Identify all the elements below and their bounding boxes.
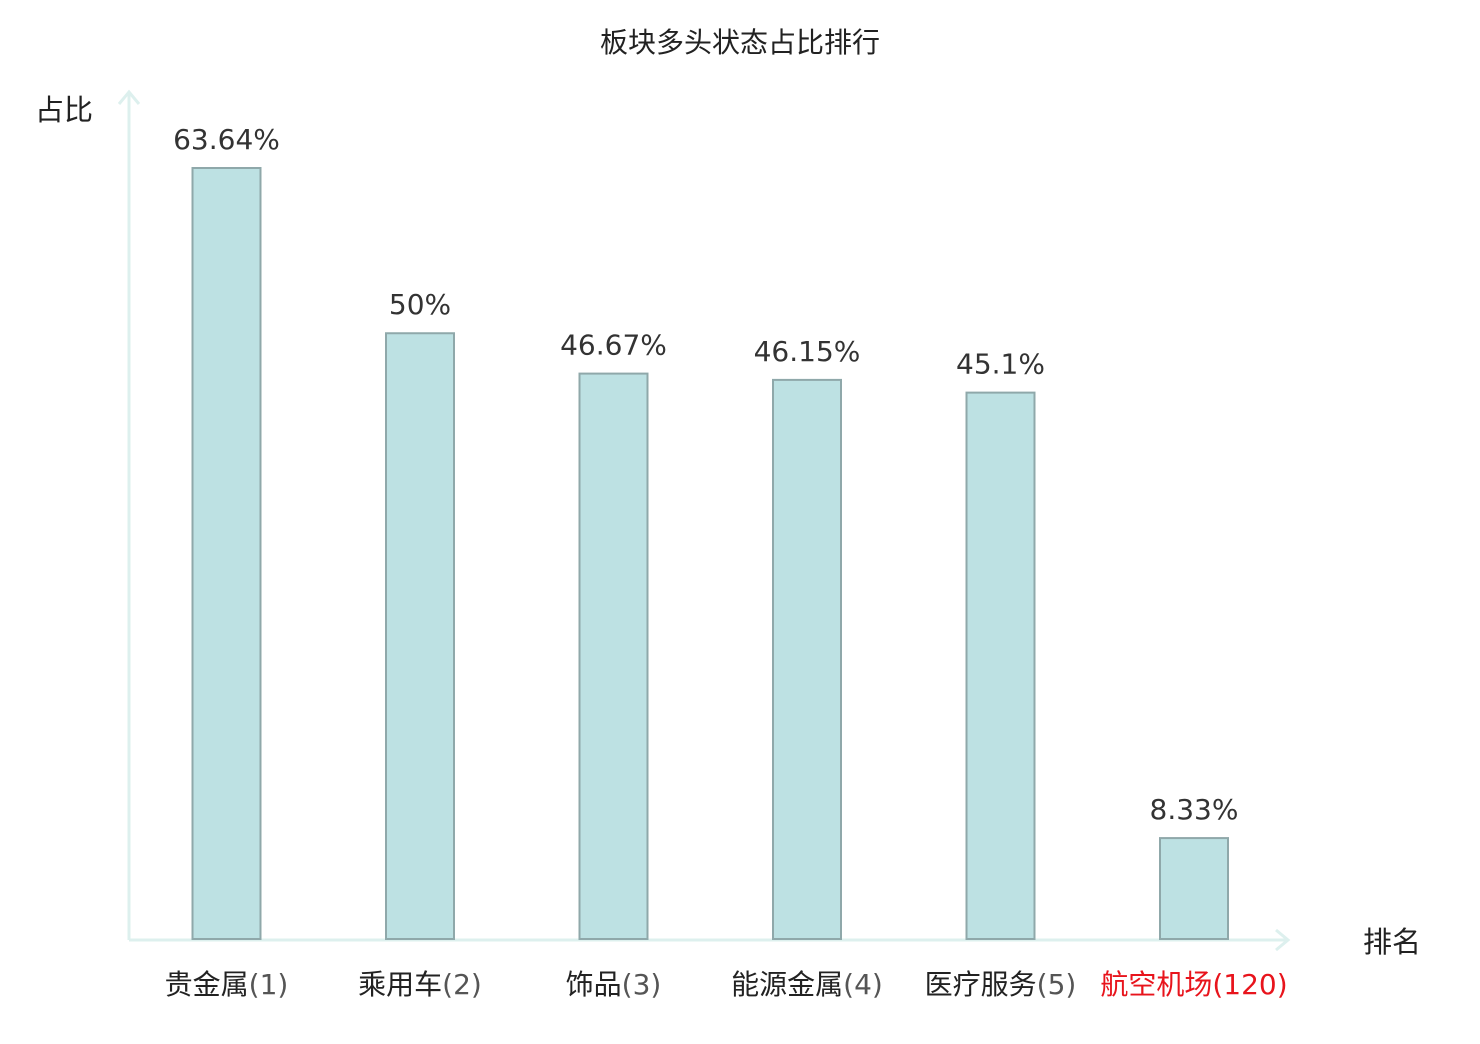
category-rank: (120)	[1212, 968, 1287, 1001]
bar-2	[385, 332, 455, 940]
category-rank: (3)	[622, 968, 662, 1001]
axes	[117, 89, 1291, 952]
category-label-4: 能源金属(4)	[731, 968, 883, 1001]
bar-1	[191, 167, 262, 940]
x-axis-arrow	[1275, 928, 1291, 952]
bar-value-label-1: 63.64%	[173, 123, 280, 156]
bar-value-label-6: 8.33%	[1150, 793, 1239, 826]
bars	[191, 167, 1229, 941]
bar-4	[772, 378, 842, 940]
category-label-3: 饰品(3)	[566, 968, 662, 1001]
category-name: 贵金属	[165, 968, 249, 1001]
category-rank: (2)	[442, 968, 482, 1001]
bar-6	[1159, 837, 1229, 940]
category-labels: 贵金属(1) 乘用车(2) 饰品(3) 能源金属(4) 医疗服务(5) 航空机场(120)	[165, 968, 1288, 1001]
bar-3	[578, 372, 649, 940]
category-rank: (4)	[843, 968, 883, 1001]
y-axis-label: 占比	[35, 93, 93, 127]
category-name: 乘用车	[358, 968, 442, 1001]
bar-value-label-4: 46.15%	[754, 335, 861, 368]
category-name: 能源金属	[731, 968, 843, 1001]
category-name: 医疗服务	[925, 968, 1037, 1001]
bar-5	[965, 391, 1036, 941]
category-label-1: 贵金属(1)	[165, 968, 289, 1001]
category-rank: (1)	[249, 968, 289, 1001]
category-label-6: 航空机场(120)	[1100, 968, 1287, 1001]
chart-title: 板块多头状态占比排行	[600, 26, 880, 59]
category-name: 饰品	[566, 968, 622, 1001]
category-rank: (5)	[1037, 968, 1077, 1001]
bar-value-label-3: 46.67%	[560, 329, 667, 362]
category-label-2: 乘用车(2)	[358, 968, 482, 1001]
category-name: 航空机场	[1100, 968, 1212, 1001]
y-axis-arrow	[117, 89, 141, 105]
bar-value-label-5: 45.1%	[956, 348, 1045, 381]
x-axis-label: 排名	[1363, 925, 1421, 959]
bar-value-label-2: 50%	[389, 288, 451, 321]
value-labels: 63.64% 50% 46.67% 46.15% 45.1% 8.33%	[173, 123, 1238, 826]
category-label-5: 医疗服务(5)	[925, 968, 1077, 1001]
